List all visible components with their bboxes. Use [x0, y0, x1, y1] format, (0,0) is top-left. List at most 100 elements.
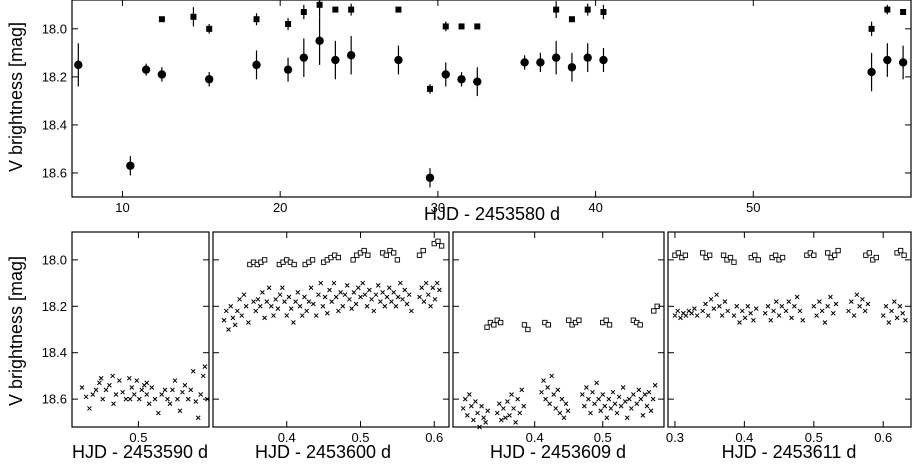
data-point	[394, 257, 401, 263]
data-point	[708, 296, 714, 302]
data-point	[600, 392, 606, 397]
data-point	[894, 315, 900, 321]
data-point	[386, 285, 392, 291]
data-point	[561, 415, 567, 421]
data-point	[517, 410, 523, 416]
data-point	[608, 406, 614, 411]
data-point	[283, 65, 293, 74]
panel-1-marks	[79, 364, 210, 421]
data-point	[626, 396, 632, 402]
data-point	[484, 324, 490, 330]
data-point	[545, 322, 551, 328]
data-point	[883, 55, 892, 65]
data-point	[193, 399, 199, 404]
data-point	[553, 6, 560, 13]
data-point	[155, 410, 161, 416]
data-point	[252, 60, 261, 70]
panel-4-x-axis-label: HJD - 2453611 d	[722, 442, 857, 462]
data-point	[485, 408, 491, 414]
y-tick-label: 18.4	[42, 345, 67, 360]
data-point	[226, 327, 231, 332]
data-point	[640, 413, 646, 418]
data-point	[432, 296, 438, 302]
data-point	[734, 303, 740, 309]
data-point	[172, 378, 178, 383]
data-point	[511, 406, 516, 411]
data-point	[260, 290, 265, 295]
data-point	[903, 317, 908, 323]
x-tick-label: 0.6	[425, 430, 443, 445]
data-point	[592, 401, 597, 407]
data-point	[727, 254, 734, 261]
data-point	[327, 287, 332, 293]
data-point	[648, 408, 654, 414]
data-point	[786, 299, 792, 304]
data-point	[828, 294, 833, 300]
data-point	[113, 392, 119, 397]
data-point	[162, 387, 168, 393]
data-point	[297, 303, 303, 309]
y-tick-label: 18.6	[42, 392, 67, 407]
x-tick-label: 0.5	[594, 430, 612, 445]
data-point	[93, 387, 99, 393]
data-point	[406, 292, 412, 298]
data-point	[333, 294, 339, 300]
panel-4-x-ticks: 0.3 0.4 0.5 0.6	[666, 232, 892, 445]
data-point	[689, 310, 694, 316]
data-point	[862, 308, 868, 314]
data-point	[481, 415, 486, 421]
data-point	[620, 385, 626, 390]
data-point	[521, 403, 527, 409]
data-point	[441, 70, 450, 79]
data-point	[891, 299, 897, 304]
data-point	[277, 292, 283, 298]
data-point	[395, 6, 402, 13]
y-tick-label: 18.0	[42, 21, 67, 36]
data-point	[675, 250, 682, 256]
data-point	[195, 415, 201, 421]
panel-4-marks	[668, 247, 911, 400]
data-point	[349, 306, 355, 311]
data-point	[543, 396, 548, 402]
y-tick-label: 18.2	[42, 69, 67, 84]
data-point	[380, 290, 385, 295]
data-point	[144, 380, 150, 386]
data-point	[282, 299, 287, 304]
data-point	[397, 280, 403, 286]
data-point	[279, 285, 285, 291]
data-point	[579, 392, 585, 397]
data-point	[74, 60, 83, 70]
data-point	[541, 378, 546, 383]
data-point	[700, 308, 706, 314]
panel-1-x-axis-label: HJD - 2453590 d	[72, 442, 208, 462]
data-point	[610, 389, 616, 395]
data-point	[789, 315, 794, 321]
data-point	[393, 303, 399, 309]
panel-2-frame	[212, 231, 450, 428]
data-point	[382, 303, 388, 309]
data-point	[737, 320, 742, 325]
data-point	[725, 308, 731, 314]
data-point	[475, 410, 480, 416]
data-point	[792, 303, 797, 309]
data-point	[897, 303, 903, 309]
data-point	[131, 392, 137, 397]
data-point	[159, 392, 165, 397]
data-point	[505, 399, 510, 404]
data-point	[588, 410, 593, 416]
data-point	[262, 315, 267, 321]
data-point	[503, 415, 508, 421]
data-point	[423, 280, 429, 286]
data-point	[111, 401, 116, 407]
data-point	[717, 303, 722, 309]
data-point	[519, 387, 525, 393]
data-point	[567, 63, 577, 72]
data-point	[190, 13, 197, 20]
data-point	[765, 303, 771, 309]
data-point	[835, 247, 841, 254]
data-point	[582, 403, 587, 409]
data-point	[136, 396, 142, 402]
data-point	[90, 392, 96, 397]
data-point	[551, 53, 561, 62]
